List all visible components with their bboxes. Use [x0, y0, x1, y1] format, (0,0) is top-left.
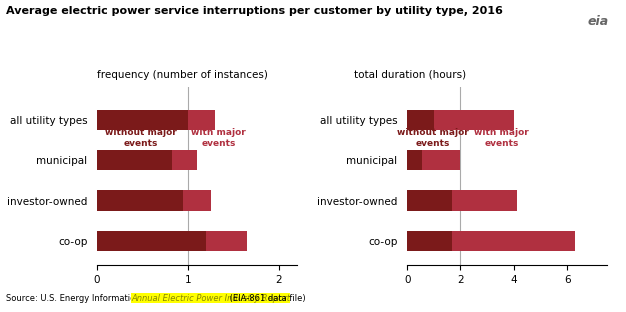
Text: (EIA-861 data file): (EIA-861 data file): [227, 294, 305, 303]
Bar: [97, 150, 172, 170]
Bar: [407, 110, 514, 130]
Bar: [407, 190, 453, 211]
Text: with major
events: with major events: [191, 128, 246, 148]
Bar: [407, 231, 575, 251]
Text: frequency (number of instances): frequency (number of instances): [97, 70, 268, 80]
Text: without major
events: without major events: [105, 128, 177, 148]
Bar: [97, 150, 197, 170]
Bar: [97, 190, 211, 211]
Text: total duration (hours): total duration (hours): [354, 70, 466, 80]
Bar: [407, 150, 422, 170]
Bar: [97, 190, 183, 211]
Bar: [97, 110, 215, 130]
Text: Average electric power service interruptions per customer by utility type, 2016: Average electric power service interrupt…: [6, 6, 503, 16]
Bar: [97, 231, 247, 251]
Bar: [407, 190, 516, 211]
Text: without major
events: without major events: [397, 128, 469, 148]
Bar: [97, 231, 206, 251]
Bar: [407, 231, 453, 251]
Bar: [407, 110, 434, 130]
Text: eia: eia: [587, 15, 608, 28]
Text: with major
events: with major events: [475, 128, 529, 148]
Bar: [97, 110, 188, 130]
Text: Source: U.S. Energy Information Administration,: Source: U.S. Energy Information Administ…: [6, 294, 210, 303]
Bar: [407, 150, 461, 170]
Text: Annual Electric Power Industry Report: Annual Electric Power Industry Report: [131, 294, 290, 303]
